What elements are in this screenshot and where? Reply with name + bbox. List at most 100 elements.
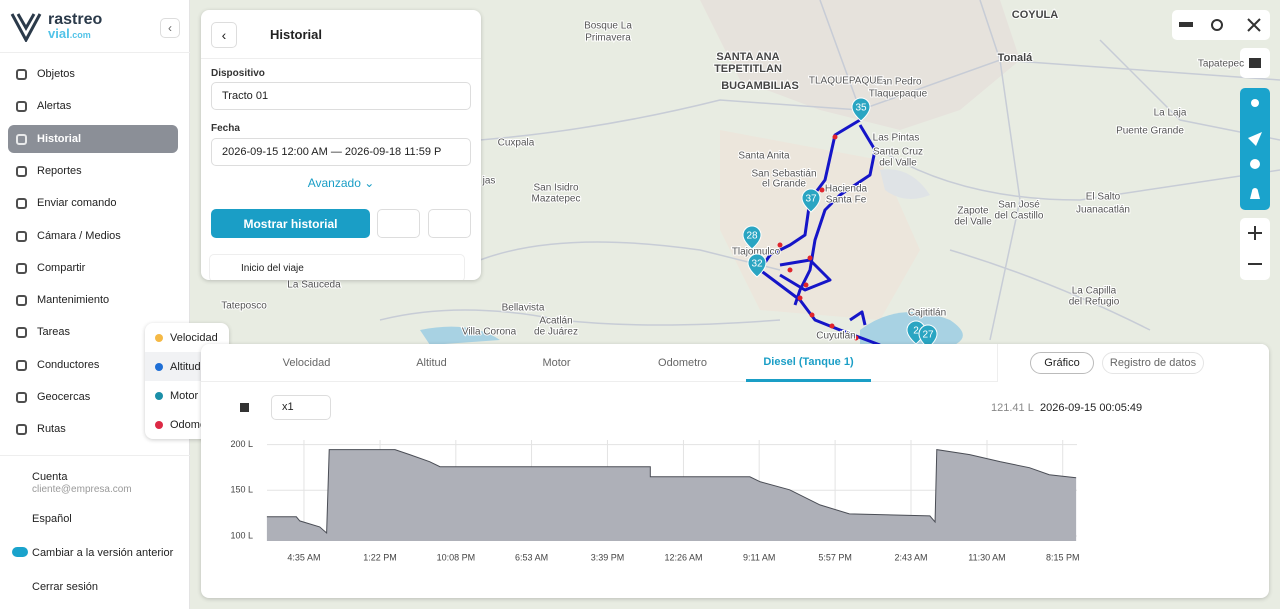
map-marker	[747, 253, 767, 278]
legend-item[interactable]: Velocidad	[145, 323, 229, 352]
tool-group[interactable]	[1240, 88, 1270, 210]
toggle[interactable]	[12, 547, 28, 557]
menu-label[interactable]: Alertas	[37, 100, 72, 112]
menu-item[interactable]: Objetos	[8, 60, 178, 88]
collapse-button[interactable]: ‹	[160, 18, 180, 38]
menu-item[interactable]: Tareas	[8, 318, 178, 346]
advanced-toggle[interactable]: Avanzado ⌄	[307, 176, 375, 190]
view-button[interactable]: Gráfico	[1030, 352, 1094, 374]
menu-label[interactable]: Historial	[37, 133, 82, 145]
zoom-control[interactable]	[1240, 218, 1270, 280]
menu-label[interactable]: Objetos	[37, 68, 75, 80]
menu-item[interactable]: Mantenimiento	[8, 286, 178, 314]
menu-item[interactable]: Conductores	[8, 351, 178, 379]
device-select[interactable]: Tracto 01	[211, 82, 471, 110]
menu-icon[interactable]	[16, 294, 27, 306]
tab[interactable]: Velocidad	[282, 357, 331, 369]
menu-icon[interactable]	[16, 391, 27, 403]
tool-icons[interactable]	[1248, 99, 1262, 199]
menu-icon[interactable]	[16, 359, 27, 371]
advanced-label[interactable]: Avanzado	[307, 176, 361, 190]
speed-select[interactable]: x1	[271, 395, 331, 420]
show-label[interactable]: Mostrar historial	[243, 216, 338, 231]
map-label: del Valle	[879, 158, 917, 169]
trip-item[interactable]: Inicio del viaje	[209, 254, 465, 280]
divider	[0, 455, 190, 456]
back-button[interactable]: ‹	[211, 22, 237, 48]
show-button[interactable]: Mostrar historial	[211, 209, 370, 238]
legend-swatch[interactable]	[155, 362, 163, 371]
stop-button[interactable]	[240, 403, 249, 412]
toggle-label[interactable]: Cambiar a la versión anterior	[32, 547, 174, 559]
fullscreen-icon[interactable]	[1247, 18, 1261, 32]
menu-item[interactable]: Reportes	[8, 157, 178, 185]
tab[interactable]: Odometro	[658, 357, 707, 369]
delete-button[interactable]	[428, 209, 471, 238]
logout[interactable]: Cerrar sesión	[32, 581, 99, 593]
device-value[interactable]: Tracto 01	[222, 90, 269, 102]
menu-label[interactable]: Mantenimiento	[37, 294, 110, 306]
view-button[interactable]: Registro de datos	[1102, 352, 1204, 374]
menu-label[interactable]: Conductores	[37, 359, 100, 371]
zoom-icons[interactable]	[1248, 226, 1262, 265]
menu-item[interactable]: Historial	[8, 125, 178, 153]
menu-item[interactable]: Geocercas	[8, 383, 178, 411]
download-button[interactable]	[377, 209, 420, 238]
menu-item[interactable]: Rutas	[8, 415, 178, 443]
account[interactable]: Cuenta	[32, 471, 68, 483]
layers-icon[interactable]	[1249, 58, 1261, 68]
menu-icon[interactable]	[16, 230, 27, 242]
menu-icon[interactable]	[16, 197, 27, 209]
tab[interactable]: Motor	[542, 357, 571, 369]
tab[interactable]: Altitud	[416, 357, 447, 369]
roads	[379, 0, 1280, 341]
route	[758, 118, 881, 347]
map-label: del Castillo	[995, 211, 1044, 222]
trip-label[interactable]: Inicio del viaje	[241, 262, 304, 274]
language[interactable]: Español	[32, 513, 72, 525]
date-value[interactable]: 2026-09-15 12:00 AM — 2026-09-18 11:59 P…	[222, 146, 442, 158]
menu-label[interactable]: Compartir	[37, 262, 86, 274]
marker-label: 28	[746, 231, 758, 242]
map-marker	[851, 97, 871, 122]
map-label: Mazatepec	[532, 194, 581, 205]
menu-item[interactable]: Compartir	[8, 254, 178, 282]
menu-label[interactable]: Cámara / Medios	[37, 230, 121, 242]
menu-label[interactable]: Geocercas	[37, 391, 91, 403]
menu-item[interactable]: Alertas	[8, 92, 178, 120]
history-panel: ‹ Historial Dispositivo Tracto 01 Fecha …	[201, 10, 481, 280]
legend-swatch[interactable]	[155, 333, 163, 342]
menu-label[interactable]: Rutas	[37, 423, 66, 435]
menu-label[interactable]: Reportes	[37, 165, 82, 177]
legend-label[interactable]: Motor	[170, 389, 199, 402]
legend-item[interactable]: Motor	[145, 381, 229, 410]
menu-label[interactable]: Enviar comando	[37, 197, 117, 209]
marker-label: 32	[751, 259, 763, 270]
menu-icon[interactable]	[16, 326, 27, 338]
map-label: El Salto	[1086, 192, 1121, 203]
ruler-icon[interactable]	[1179, 22, 1193, 27]
legend-swatch[interactable]	[155, 420, 163, 429]
menu-icon[interactable]	[16, 68, 27, 80]
divider	[201, 58, 481, 59]
menu-item[interactable]: Enviar comando	[8, 189, 178, 217]
legend-label[interactable]: Velocidad	[170, 331, 218, 344]
map-label: jas	[482, 176, 496, 187]
legend-swatch[interactable]	[155, 391, 163, 400]
tab[interactable]: Diesel (Tanque 1)	[746, 344, 871, 382]
legend-label[interactable]: Altitud	[170, 360, 201, 373]
menu-label[interactable]: Tareas	[37, 326, 71, 338]
speed-value[interactable]: x1	[282, 401, 294, 413]
menu-icon[interactable]	[16, 165, 27, 177]
logo-mark	[10, 13, 42, 42]
map-label: el Grande	[762, 179, 806, 190]
menu-icon[interactable]	[16, 100, 27, 112]
locate-icon[interactable]	[1211, 19, 1223, 31]
menu-icon[interactable]	[16, 262, 27, 274]
menu-icon[interactable]	[16, 423, 27, 435]
brand-name2: vial.com	[48, 26, 91, 41]
menu-icon[interactable]	[16, 133, 27, 145]
map-label: La Sauceda	[287, 280, 341, 291]
date-field[interactable]: 2026-09-15 12:00 AM — 2026-09-18 11:59 P…	[211, 138, 471, 166]
menu-item[interactable]: Cámara / Medios	[8, 222, 178, 250]
